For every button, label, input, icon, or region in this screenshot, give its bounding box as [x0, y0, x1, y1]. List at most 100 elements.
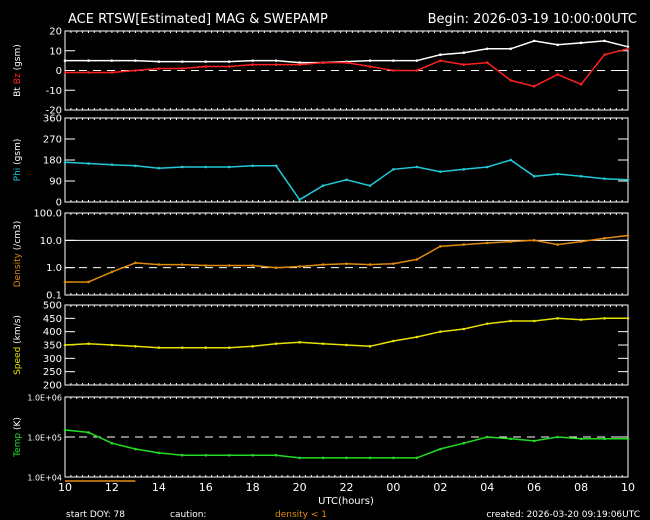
point-phi: [556, 172, 559, 176]
point-speed: [439, 330, 442, 333]
point-phi: [87, 162, 90, 165]
point-speed: [579, 318, 583, 321]
point-speed: [298, 341, 301, 344]
point-phi: [579, 175, 583, 178]
x-tick-label: 12: [105, 481, 119, 494]
start-doy: start DOY: 78: [66, 510, 125, 520]
y-tick-label: 20: [49, 27, 62, 38]
point-temp: [298, 456, 301, 460]
y-axis-label: Bt Bz (gsm): [13, 44, 23, 97]
point-density: [579, 240, 583, 243]
y-tick-label: 300: [43, 354, 62, 365]
point-density: [87, 280, 90, 284]
point-phi: [439, 170, 442, 173]
point-bz: [63, 71, 67, 74]
point-phi: [204, 165, 208, 169]
point-bz: [485, 61, 489, 64]
y-axis-label-part: (gsm): [13, 44, 23, 70]
x-tick-label: 20: [293, 481, 307, 494]
y-tick-label: 350: [43, 341, 62, 352]
y-tick-label: 450: [43, 314, 62, 325]
point-bt: [110, 59, 114, 62]
y-tick-label: 0.1: [46, 291, 62, 302]
y-tick-label: 200: [43, 381, 62, 392]
point-phi: [415, 165, 419, 169]
y-axis-label-part: (/cm3): [13, 221, 23, 251]
point-temp: [579, 437, 583, 441]
point-density: [251, 264, 254, 267]
y-tick-label: -10: [46, 86, 62, 97]
y-tick-label: 400: [43, 327, 62, 338]
point-bt: [462, 51, 466, 55]
point-speed: [157, 346, 161, 349]
point-bz: [345, 61, 348, 64]
point-density: [368, 263, 372, 266]
point-bt: [274, 59, 278, 62]
x-tick-label: 10: [621, 481, 635, 494]
series-bt: [65, 40, 629, 64]
y-tick-label: 1.0E+06: [27, 394, 62, 403]
point-density: [227, 264, 231, 267]
point-phi: [227, 165, 231, 169]
y-tick-label: -20: [46, 106, 62, 117]
point-temp: [462, 441, 466, 445]
point-temp: [485, 435, 489, 439]
y-axis-label-part: Speed: [13, 347, 23, 375]
panel-density: 100.0 10.0 1.0 0.1 Density (/cm3): [13, 209, 630, 302]
point-bz: [157, 67, 161, 70]
point-density: [603, 236, 606, 240]
y-tick-label: 1.0E+04: [27, 474, 62, 483]
point-bz: [204, 65, 208, 68]
y-tick-label: 100.0: [33, 209, 62, 220]
panel-mag: 20 10 0 -10 -20 Bt Bz (gsm): [13, 27, 630, 117]
point-speed: [485, 322, 489, 325]
x-tick-label: 14: [152, 481, 166, 494]
point-temp: [532, 439, 536, 443]
y-axis-label-part: Temp: [13, 433, 23, 458]
point-speed: [251, 345, 254, 348]
point-bz: [227, 65, 231, 68]
y-tick-label: 500: [43, 301, 62, 312]
point-bt: [392, 59, 395, 62]
x-tick-label: 22: [340, 481, 354, 494]
y-tick-label: 0: [56, 198, 62, 209]
point-density: [110, 270, 114, 274]
point-bt: [298, 61, 301, 64]
y-axis-label-part: Bz: [13, 73, 23, 84]
point-temp: [509, 437, 513, 441]
point-bz: [532, 85, 536, 88]
point-phi: [274, 164, 278, 168]
point-density: [134, 261, 137, 265]
point-phi: [626, 178, 630, 182]
point-speed: [110, 343, 114, 347]
point-bz: [509, 79, 513, 82]
y-tick-label: 270: [43, 135, 62, 146]
point-temp: [227, 453, 231, 457]
x-tick-label: 18: [246, 481, 260, 494]
point-speed: [63, 343, 67, 347]
point-density: [392, 262, 395, 265]
point-density: [509, 240, 513, 243]
point-phi: [180, 165, 184, 169]
point-bz: [439, 59, 442, 62]
point-bz: [321, 61, 325, 64]
point-speed: [87, 342, 90, 345]
y-tick-label: 0: [56, 66, 62, 77]
point-temp: [274, 453, 278, 457]
point-temp: [63, 428, 67, 432]
point-bz: [251, 63, 254, 66]
density-caution: density < 1: [275, 510, 327, 520]
point-speed: [321, 342, 325, 345]
point-bz: [368, 65, 372, 68]
point-bt: [415, 59, 419, 62]
x-tick-label: 16: [199, 481, 213, 494]
point-phi: [509, 158, 513, 162]
point-density: [180, 263, 184, 266]
point-bt: [509, 47, 513, 51]
point-bz: [87, 71, 90, 74]
point-phi: [462, 168, 466, 171]
y-tick-label: 90: [49, 177, 62, 188]
panel-phi: 360 270 180 90 0 Phi (gsm): [13, 114, 630, 209]
point-phi: [392, 168, 395, 171]
y-tick-label: 10.0: [40, 236, 62, 247]
